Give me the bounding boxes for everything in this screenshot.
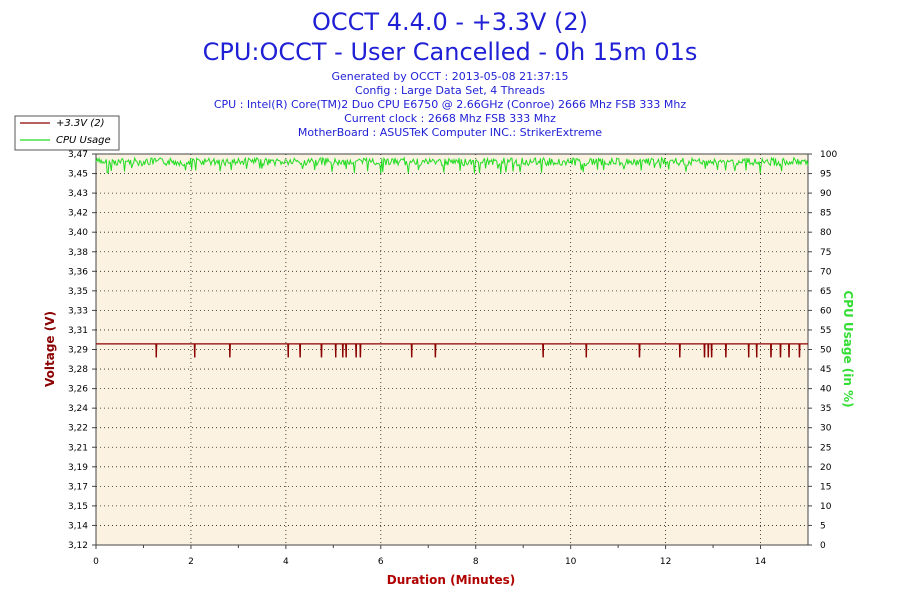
y-right-tick-label: 10 <box>820 502 832 512</box>
y-right-tick-label: 30 <box>820 424 832 434</box>
info-line-config: Config : Large Data Set, 4 Threads <box>355 84 545 97</box>
y-left-tick-label: 3,35 <box>68 287 88 297</box>
y-left-tick-label: 3,36 <box>68 267 88 277</box>
y-left-tick-label: 3,40 <box>68 228 88 238</box>
y-right-tick-label: 60 <box>820 306 832 316</box>
y-right-tick-label: 100 <box>820 150 837 160</box>
y-left-tick-label: 3,42 <box>68 209 88 219</box>
x-tick-label: 8 <box>473 557 479 567</box>
y-right-tick-label: 55 <box>820 326 831 336</box>
y-right-tick-label: 20 <box>820 463 832 473</box>
x-tick-label: 4 <box>283 557 289 567</box>
y-axis-left-title: Voltage (V) <box>43 311 57 387</box>
y-right-tick-label: 25 <box>820 443 831 453</box>
info-line-motherboard: MotherBoard : ASUSTeK Computer INC.: Str… <box>298 126 602 139</box>
y-left-tick-label: 3,43 <box>68 189 88 199</box>
y-right-tick-label: 90 <box>820 189 832 199</box>
info-line-clock: Current clock : 2668 Mhz FSB 333 Mhz <box>344 112 556 125</box>
y-left-tick-label: 3,12 <box>68 541 88 551</box>
info-line-generated: Generated by OCCT : 2013-05-08 21:37:15 <box>331 70 568 83</box>
y-right-tick-label: 80 <box>820 228 832 238</box>
y-right-tick-label: 70 <box>820 267 832 277</box>
x-tick-label: 12 <box>660 557 671 567</box>
y-left-tick-label: 3,31 <box>68 326 88 336</box>
y-right-tick-label: 0 <box>820 541 826 551</box>
legend-label-voltage: +3.3V (2) <box>56 118 104 129</box>
y-left-tick-label: 3,22 <box>68 424 88 434</box>
x-tick-label: 10 <box>565 557 577 567</box>
series-layer <box>95 156 809 358</box>
y-left-tick-label: 3,45 <box>68 170 88 180</box>
y-right-tick-label: 45 <box>820 365 831 375</box>
chart-title: OCCT 4.4.0 - +3.3V (2) <box>312 8 588 36</box>
y-axis-right-title: CPU Usage (in %) <box>841 290 855 407</box>
grid <box>96 154 808 545</box>
y-left-tick-label: 3,19 <box>68 463 88 473</box>
y-left-tick-label: 3,47 <box>68 150 88 160</box>
axis-ticks: 0 2 4 6 8 10 12 14 3,12 3,14 3,15 3,17 3,19 3,21 3,22 3… <box>68 150 837 567</box>
y-right-tick-label: 50 <box>820 346 832 356</box>
y-left-tick-label: 3,33 <box>68 306 88 316</box>
x-tick-label: 14 <box>755 557 767 567</box>
y-left-tick-label: 3,26 <box>68 385 88 395</box>
legend-box <box>14 115 120 151</box>
y-right-tick-label: 40 <box>820 385 832 395</box>
y-right-tick-label: 65 <box>820 287 831 297</box>
y-left-tick-label: 3,29 <box>68 346 88 356</box>
y-right-tick-label: 5 <box>820 521 826 531</box>
y-right-tick-label: 35 <box>820 404 831 414</box>
y-right-tick-label: 85 <box>820 209 831 219</box>
info-line-cpu: CPU : Intel(R) Core(TM)2 Duo CPU E6750 @… <box>214 98 686 111</box>
x-tick-label: 6 <box>378 557 384 567</box>
y-left-tick-label: 3,14 <box>68 521 88 531</box>
legend: +3.3V (2) CPU Usage <box>14 115 120 151</box>
y-right-tick-label: 75 <box>820 248 831 258</box>
x-axis-title: Duration (Minutes) <box>387 573 515 587</box>
y-left-tick-label: 3,24 <box>68 404 88 414</box>
chart-subtitle: CPU:OCCT - User Cancelled - 0h 15m 01s <box>203 38 698 66</box>
y-left-tick-label: 3,17 <box>68 482 88 492</box>
y-left-tick-label: 3,38 <box>68 248 88 258</box>
y-left-tick-label: 3,21 <box>68 443 88 453</box>
y-right-tick-label: 95 <box>820 170 831 180</box>
x-tick-label: 0 <box>93 557 99 567</box>
y-left-tick-label: 3,28 <box>68 365 88 375</box>
cpu-usage-line <box>95 156 809 174</box>
legend-label-cpu: CPU Usage <box>56 135 111 146</box>
y-right-tick-label: 15 <box>820 482 831 492</box>
x-tick-label: 2 <box>188 557 194 567</box>
y-left-tick-label: 3,15 <box>68 502 88 512</box>
